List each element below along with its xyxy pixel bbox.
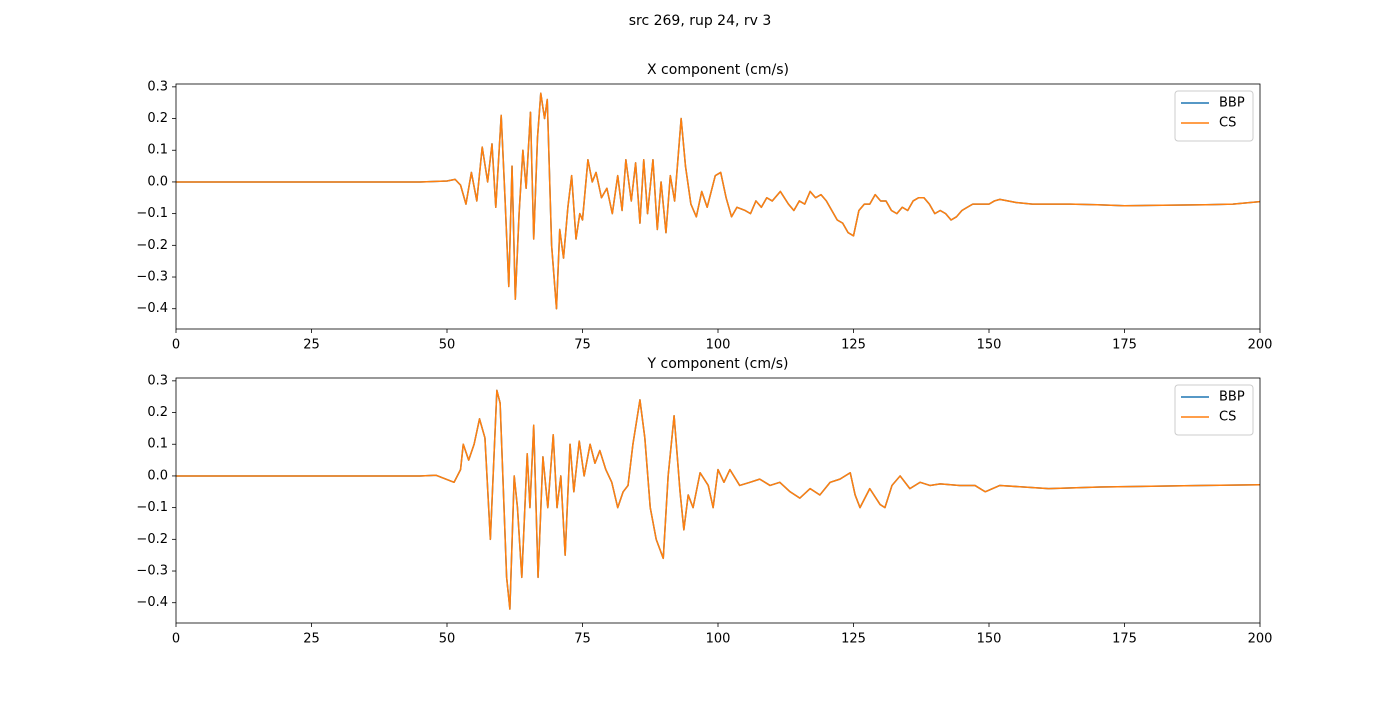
figure-title: src 269, rup 24, rv 3 bbox=[629, 13, 772, 29]
legend-label: BBP bbox=[1219, 96, 1245, 111]
x-tick-label: 150 bbox=[977, 632, 1002, 647]
x-tick-label: 175 bbox=[1112, 338, 1137, 353]
legend-label: CS bbox=[1219, 116, 1236, 131]
x-tick-label: 25 bbox=[303, 632, 320, 647]
subplot-title: Y component (cm/s) bbox=[647, 356, 789, 372]
x-tick-label: 125 bbox=[841, 338, 866, 353]
y-tick-label: −0.4 bbox=[136, 595, 168, 610]
y-tick-label: 0.0 bbox=[147, 468, 168, 483]
y-tick-label: 0.2 bbox=[147, 111, 168, 126]
x-tick-label: 100 bbox=[706, 632, 731, 647]
x-tick-label: 0 bbox=[172, 632, 180, 647]
legend-label: CS bbox=[1219, 410, 1236, 425]
y-tick-label: −0.2 bbox=[136, 532, 168, 547]
plot-area bbox=[176, 389, 1260, 610]
series-line bbox=[176, 92, 1260, 310]
series-line bbox=[176, 389, 1260, 610]
y-tick-label: 0.3 bbox=[147, 373, 168, 388]
axes-frame bbox=[175, 377, 1261, 624]
x-tick-label: 25 bbox=[303, 338, 320, 353]
x-tick-label: 125 bbox=[841, 632, 866, 647]
x-tick-label: 75 bbox=[574, 338, 591, 353]
axes-frame bbox=[175, 83, 1261, 330]
x-tick-label: 200 bbox=[1248, 632, 1273, 647]
x-tick-label: 75 bbox=[574, 632, 591, 647]
x-tick-label: 175 bbox=[1112, 632, 1137, 647]
x-tick-label: 100 bbox=[706, 338, 731, 353]
y-tick-label: −0.1 bbox=[136, 500, 168, 515]
y-tick-label: 0.0 bbox=[147, 174, 168, 189]
x-tick-label: 0 bbox=[172, 338, 180, 353]
y-tick-label: 0.3 bbox=[147, 79, 168, 94]
plot-area bbox=[176, 92, 1260, 310]
x-tick-label: 200 bbox=[1248, 338, 1273, 353]
y-tick-label: −0.3 bbox=[136, 564, 168, 579]
x-tick-label: 50 bbox=[439, 632, 456, 647]
series-line bbox=[176, 389, 1260, 610]
y-tick-label: −0.3 bbox=[136, 270, 168, 285]
subplot-title: X component (cm/s) bbox=[647, 62, 789, 78]
y-tick-label: 0.2 bbox=[147, 405, 168, 420]
x-tick-label: 150 bbox=[977, 338, 1002, 353]
legend-label: BBP bbox=[1219, 390, 1245, 405]
y-tick-label: −0.1 bbox=[136, 206, 168, 221]
y-tick-label: −0.2 bbox=[136, 238, 168, 253]
y-tick-label: −0.4 bbox=[136, 301, 168, 316]
series-line bbox=[176, 92, 1260, 310]
x-tick-label: 50 bbox=[439, 338, 456, 353]
y-tick-label: 0.1 bbox=[147, 143, 168, 158]
y-tick-label: 0.1 bbox=[147, 437, 168, 452]
